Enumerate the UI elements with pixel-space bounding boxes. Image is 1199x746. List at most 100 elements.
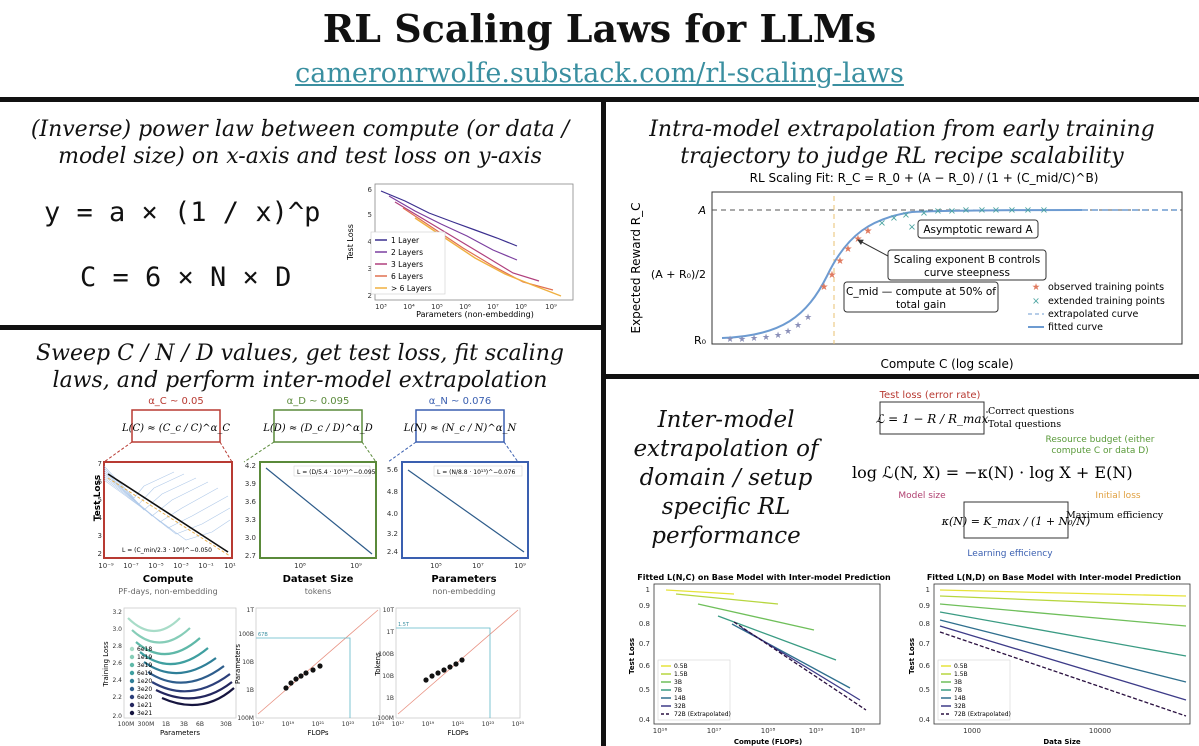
heading-line: Inter-model: [657, 407, 795, 433]
test-loss-label: Test loss (error rate): [879, 390, 981, 401]
legend-item: 1 Layer: [391, 236, 420, 245]
y-tick-label: 10B: [382, 673, 394, 680]
left-series: [665, 589, 867, 711]
svg-text:×: ×: [878, 218, 886, 229]
svg-text:★: ★: [774, 331, 782, 341]
heading-line: performance: [651, 523, 801, 549]
y-tick-label: 7: [98, 460, 102, 468]
x-tick-label: 10⁹: [350, 562, 362, 570]
svg-text:★: ★: [750, 334, 758, 344]
legend-item: extrapolated curve: [1048, 309, 1138, 320]
svg-text:★: ★: [854, 234, 863, 245]
budget-label-1: Resource budget (either: [1046, 435, 1155, 445]
x-tick-label: 10⁶: [459, 303, 471, 311]
y-tick-label: 2: [98, 550, 102, 558]
legend-item: 1.5B: [954, 671, 968, 678]
y-tick-label: 1: [926, 586, 930, 594]
opt-params-points: [283, 663, 323, 691]
y-tick-label: 6: [368, 186, 373, 194]
x-axis-label: FLOPs: [308, 729, 329, 737]
svg-text:×: ×: [890, 213, 898, 224]
annotation-exponent: Scaling exponent B controls curve steepn…: [857, 239, 1047, 281]
y-axis-label: Test Loss: [93, 475, 103, 521]
law-c: L(C) ≈ (C_c / C)^α_C: [121, 423, 230, 434]
x-tick-label: 10⁸: [294, 562, 306, 570]
x-tick-label: 10²³: [342, 721, 355, 728]
heading-line: domain / setup: [639, 465, 813, 491]
y-tick-label: 1B: [386, 695, 394, 702]
y-tick-R0: R₀: [694, 334, 707, 347]
heading-line: specific RL: [661, 494, 791, 520]
legend-item: > 6 Layers: [391, 284, 432, 293]
budget-label-2: compute C or data D): [1051, 446, 1148, 456]
kappa-box: [963, 501, 1069, 539]
legend-item: 1e21: [137, 702, 152, 709]
compute-frontier: [107, 473, 229, 553]
panel-heading: Sweep C / N / D values, get test loss, f…: [10, 340, 590, 394]
legend-item: 32B: [954, 703, 966, 710]
x-tick-label: 10⁻³: [173, 562, 189, 570]
legend-item: 0.5B: [674, 663, 688, 670]
params-legend: L = (N/8.8 · 10¹³)^−0.076: [437, 469, 515, 476]
annotation-cmid: C_mid — compute at 50% of total gain: [843, 281, 999, 313]
y-tick-label: 3.2: [387, 530, 398, 538]
legend-item: 3e19: [137, 662, 152, 669]
x-axis-label: Data Size: [1043, 738, 1081, 746]
heading-line: extrapolation of: [633, 436, 819, 462]
svg-text:×: ×: [948, 206, 956, 217]
legend-item: 2 Layers: [391, 248, 423, 257]
svg-text:★: ★: [828, 270, 837, 281]
x-axis-label: Parameters: [160, 729, 200, 737]
x-tick-label: 10⁹: [514, 562, 526, 570]
y-tick-label: 2.8: [112, 643, 122, 650]
y-tick-label: 2: [368, 292, 372, 300]
x-tick-label: 10⁻⁹: [98, 562, 114, 570]
x-tick-label: 10¹⁶: [653, 727, 668, 735]
svg-text:×: ×: [934, 206, 942, 217]
y-tick-label: 3.0: [112, 626, 122, 633]
heading-line: model size) on x-axis and test loss on y…: [58, 144, 542, 169]
annotation-asymptotic: Asymptotic reward A: [917, 219, 1039, 239]
svg-text:×: ×: [1008, 205, 1016, 216]
heading-line: Intra-model extrapolation from early tra…: [649, 117, 1155, 142]
x-tick-label: 10⁵: [431, 303, 443, 311]
isoflop-legend: 6e18 1e19 3e19 6e19 1e20 3e20 6e20 1e21 …: [129, 646, 152, 717]
source-link[interactable]: cameronrwolfe.substack.com/rl-scaling-la…: [295, 58, 904, 89]
x-tick-label: 10⁸: [515, 303, 527, 311]
x-axis-label: Parameters: [431, 574, 496, 585]
compute-legend: L = (C_min/2.3 · 10⁸)^−0.050: [122, 547, 212, 554]
y-axis-label: Parameters: [234, 644, 242, 684]
chart-title: Fitted L(N,D) on Base Model with Inter-m…: [927, 573, 1182, 582]
x-axis-label: FLOPs: [448, 729, 469, 737]
early-points: ★ ★ ★ ★ ★ ★★★: [726, 313, 812, 345]
right-horizontal-divider: [603, 374, 1199, 379]
x-tick-label: 10⁻⁷: [123, 562, 139, 570]
svg-text:total gain: total gain: [896, 299, 946, 311]
y-tick-label: 4.0: [387, 510, 398, 518]
x-axis-label: Dataset Size: [283, 574, 354, 585]
svg-text:×: ×: [1032, 296, 1040, 307]
x-tick-label: 10¹⁸: [761, 727, 776, 735]
total-label: Total questions: [988, 419, 1061, 430]
y-axis-label: Test Loss: [346, 224, 355, 261]
heading-line: trajectory to judge RL recipe scalabilit…: [680, 144, 1124, 169]
svg-text:★: ★: [820, 282, 829, 293]
inter-model-charts: Fitted L(N,C) on Base Model with Inter-m…: [628, 573, 1191, 746]
x-tick-label: 300M: [138, 721, 155, 728]
y-tick-label: 3.6: [245, 498, 257, 506]
y-tick-label: 100B: [378, 651, 394, 658]
dataset-fit: [265, 467, 373, 555]
right-series: [939, 589, 1187, 717]
y-tick-label: 3: [98, 532, 102, 540]
svg-text:★: ★: [738, 335, 746, 345]
legend-item: 3e21: [137, 710, 152, 717]
x-tick-label: 10¹⁹: [809, 727, 824, 735]
x-tick-label: 10²³: [482, 721, 495, 728]
y-tick-label: 2.0: [112, 713, 122, 720]
max-eff-label: Maximum efficiency: [1066, 510, 1164, 521]
legend-item: 6e19: [137, 670, 152, 677]
y-tick-label: 0.9: [639, 602, 650, 610]
svg-text:×: ×: [908, 222, 916, 233]
y-tick-label: 6: [98, 478, 103, 486]
svg-text:★: ★: [844, 244, 853, 255]
